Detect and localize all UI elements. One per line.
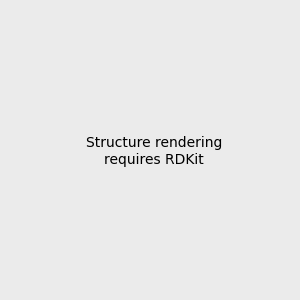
Text: Structure rendering
requires RDKit: Structure rendering requires RDKit xyxy=(85,136,222,166)
